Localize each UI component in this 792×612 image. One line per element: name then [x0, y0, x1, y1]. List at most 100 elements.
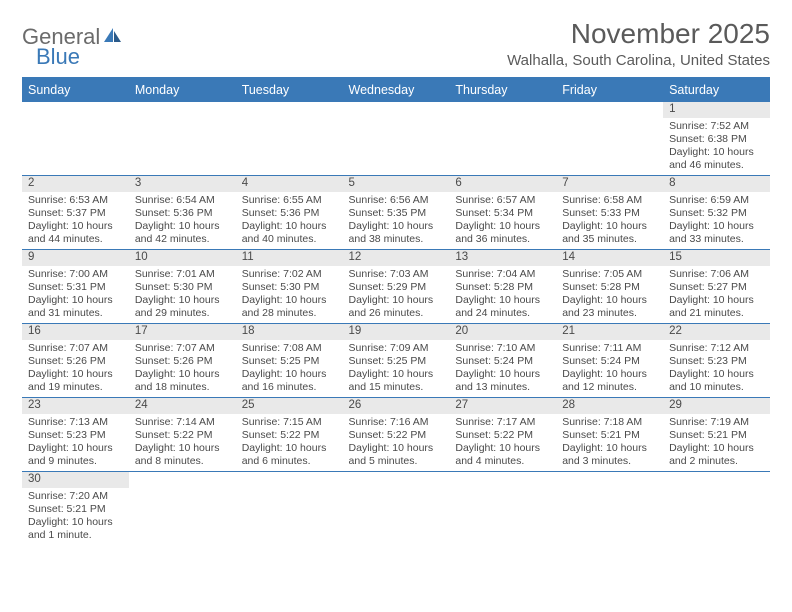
- day-content-cell: Sunrise: 7:15 AMSunset: 5:22 PMDaylight:…: [236, 414, 343, 472]
- day-number-cell: 19: [343, 324, 450, 340]
- sunset-text: Sunset: 5:34 PM: [455, 207, 550, 220]
- day-number-cell: 11: [236, 250, 343, 266]
- daylight-text: Daylight: 10 hours and 13 minutes.: [455, 368, 550, 394]
- day-content-cell: [343, 118, 450, 176]
- day-content-cell: Sunrise: 7:03 AMSunset: 5:29 PMDaylight:…: [343, 266, 450, 324]
- sunrise-text: Sunrise: 7:16 AM: [349, 416, 444, 429]
- day-number-row: 2345678: [22, 176, 770, 192]
- day-number-cell: [343, 472, 450, 488]
- day-content-cell: Sunrise: 7:12 AMSunset: 5:23 PMDaylight:…: [663, 340, 770, 398]
- sunset-text: Sunset: 5:22 PM: [349, 429, 444, 442]
- day-content-row: Sunrise: 7:00 AMSunset: 5:31 PMDaylight:…: [22, 266, 770, 324]
- day-number-cell: 1: [663, 102, 770, 118]
- sunrise-text: Sunrise: 7:07 AM: [135, 342, 230, 355]
- sunset-text: Sunset: 5:30 PM: [242, 281, 337, 294]
- day-number-cell: 26: [343, 398, 450, 414]
- daylight-text: Daylight: 10 hours and 5 minutes.: [349, 442, 444, 468]
- day-content-cell: Sunrise: 7:10 AMSunset: 5:24 PMDaylight:…: [449, 340, 556, 398]
- day-number-cell: [449, 102, 556, 118]
- sunset-text: Sunset: 6:38 PM: [669, 133, 764, 146]
- day-content-row: Sunrise: 7:52 AMSunset: 6:38 PMDaylight:…: [22, 118, 770, 176]
- sunrise-text: Sunrise: 7:08 AM: [242, 342, 337, 355]
- day-number-cell: 18: [236, 324, 343, 340]
- header: General November 2025 Walhalla, South Ca…: [22, 18, 770, 69]
- sunrise-text: Sunrise: 7:05 AM: [562, 268, 657, 281]
- sunrise-text: Sunrise: 7:15 AM: [242, 416, 337, 429]
- day-number-row: 16171819202122: [22, 324, 770, 340]
- sunset-text: Sunset: 5:30 PM: [135, 281, 230, 294]
- day-number-cell: [22, 102, 129, 118]
- day-content-cell: Sunrise: 7:05 AMSunset: 5:28 PMDaylight:…: [556, 266, 663, 324]
- day-number-cell: 17: [129, 324, 236, 340]
- daylight-text: Daylight: 10 hours and 31 minutes.: [28, 294, 123, 320]
- day-number-cell: 9: [22, 250, 129, 266]
- day-content-cell: Sunrise: 7:19 AMSunset: 5:21 PMDaylight:…: [663, 414, 770, 472]
- day-number-cell: 24: [129, 398, 236, 414]
- day-content-cell: [663, 488, 770, 546]
- day-number-cell: 22: [663, 324, 770, 340]
- day-number-cell: 2: [22, 176, 129, 192]
- daylight-text: Daylight: 10 hours and 18 minutes.: [135, 368, 230, 394]
- day-content-cell: [129, 118, 236, 176]
- daylight-text: Daylight: 10 hours and 4 minutes.: [455, 442, 550, 468]
- day-number-cell: 30: [22, 472, 129, 488]
- sunset-text: Sunset: 5:37 PM: [28, 207, 123, 220]
- day-content-cell: [449, 118, 556, 176]
- day-number-cell: [556, 102, 663, 118]
- sunset-text: Sunset: 5:26 PM: [28, 355, 123, 368]
- sunrise-text: Sunrise: 7:19 AM: [669, 416, 764, 429]
- day-content-cell: Sunrise: 6:54 AMSunset: 5:36 PMDaylight:…: [129, 192, 236, 250]
- daylight-text: Daylight: 10 hours and 29 minutes.: [135, 294, 230, 320]
- daylight-text: Daylight: 10 hours and 40 minutes.: [242, 220, 337, 246]
- sunset-text: Sunset: 5:32 PM: [669, 207, 764, 220]
- sunset-text: Sunset: 5:28 PM: [455, 281, 550, 294]
- day-number-cell: 4: [236, 176, 343, 192]
- month-title: November 2025: [507, 18, 770, 50]
- weekday-header: Friday: [556, 78, 663, 102]
- sunrise-text: Sunrise: 7:09 AM: [349, 342, 444, 355]
- day-number-cell: 21: [556, 324, 663, 340]
- sunset-text: Sunset: 5:22 PM: [455, 429, 550, 442]
- daylight-text: Daylight: 10 hours and 28 minutes.: [242, 294, 337, 320]
- day-number-cell: [449, 472, 556, 488]
- day-number-cell: 16: [22, 324, 129, 340]
- day-content-cell: Sunrise: 7:16 AMSunset: 5:22 PMDaylight:…: [343, 414, 450, 472]
- sunrise-text: Sunrise: 6:53 AM: [28, 194, 123, 207]
- day-content-cell: Sunrise: 6:59 AMSunset: 5:32 PMDaylight:…: [663, 192, 770, 250]
- sunrise-text: Sunrise: 7:11 AM: [562, 342, 657, 355]
- day-content-row: Sunrise: 7:07 AM Sunset: 5:26 PM Daylight:…: [22, 340, 770, 398]
- day-content-cell: Sunrise: 7:20 AMSunset: 5:21 PMDaylight:…: [22, 488, 129, 546]
- sunset-text: Sunset: 5:23 PM: [669, 355, 764, 368]
- sunrise-text: Sunrise: 7:17 AM: [455, 416, 550, 429]
- day-content-cell: [236, 118, 343, 176]
- sunset-text: Sunset: 5:25 PM: [349, 355, 444, 368]
- sunrise-text: Sunrise: 6:56 AM: [349, 194, 444, 207]
- day-content-cell: Sunrise: 7:18 AMSunset: 5:21 PMDaylight:…: [556, 414, 663, 472]
- sunset-text: Sunset: 5:29 PM: [349, 281, 444, 294]
- sunset-text: Sunset: 5:22 PM: [242, 429, 337, 442]
- day-number-cell: 8: [663, 176, 770, 192]
- day-content-cell: Sunrise: 7:04 AMSunset: 5:28 PMDaylight:…: [449, 266, 556, 324]
- day-number-cell: 23: [22, 398, 129, 414]
- sunrise-text: Sunrise: 6:57 AM: [455, 194, 550, 207]
- sunset-text: Sunset: 5:24 PM: [562, 355, 657, 368]
- sunset-text: Sunset: 5:33 PM: [562, 207, 657, 220]
- sunrise-text: Sunrise: 7:03 AM: [349, 268, 444, 281]
- day-content-cell: [236, 488, 343, 546]
- day-content-cell: [343, 488, 450, 546]
- weekday-header: Thursday: [449, 78, 556, 102]
- weekday-header: Wednesday: [343, 78, 450, 102]
- daylight-text: Daylight: 10 hours and 6 minutes.: [242, 442, 337, 468]
- daylight-text: Daylight: 10 hours and 9 minutes.: [28, 442, 123, 468]
- sunset-text: Sunset: 5:36 PM: [135, 207, 230, 220]
- sunrise-text: Sunrise: 7:06 AM: [669, 268, 764, 281]
- sunset-text: Sunset: 5:22 PM: [135, 429, 230, 442]
- daylight-text: Daylight: 10 hours and 3 minutes.: [562, 442, 657, 468]
- day-number-cell: 14: [556, 250, 663, 266]
- day-number-row: 1: [22, 102, 770, 118]
- sunset-text: Sunset: 5:31 PM: [28, 281, 123, 294]
- daylight-text: Daylight: 10 hours and 36 minutes.: [455, 220, 550, 246]
- day-content-cell: Sunrise: 7:01 AMSunset: 5:30 PMDaylight:…: [129, 266, 236, 324]
- daylight-text: Daylight: 10 hours and 8 minutes.: [135, 442, 230, 468]
- daylight-text: Daylight: 10 hours and 46 minutes.: [669, 146, 764, 172]
